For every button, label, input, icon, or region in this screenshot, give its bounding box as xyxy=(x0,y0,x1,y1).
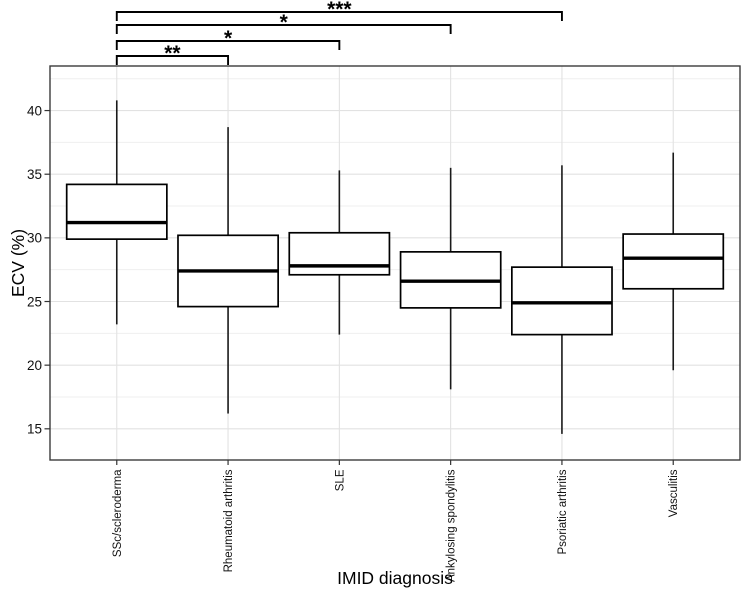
boxplot-ssc-scleroderma xyxy=(65,100,168,325)
significance-bracket-ssc-scleroderma-sle: * xyxy=(115,27,341,50)
box-iqr xyxy=(288,231,391,276)
significance-label: * xyxy=(224,27,233,50)
panel-border xyxy=(49,65,741,461)
bracket-line xyxy=(115,11,563,21)
x-tick-label-ankylosing-spondylitis: Ankylosing spondylitis xyxy=(446,469,458,582)
y-tick-label-15: 15 xyxy=(27,422,42,437)
y-tick-label-30: 30 xyxy=(27,231,42,246)
boxplot-rheumatoid-arthritis xyxy=(177,127,279,414)
boxplot-psoriatic-arthritis xyxy=(511,165,613,434)
x-axis-title: IMID diagnosis xyxy=(337,568,453,588)
bracket-line xyxy=(115,24,452,34)
y-tick-label-40: 40 xyxy=(27,103,42,118)
x-tick-label-psoriatic-arthritis: Psoriatic arthritis xyxy=(557,469,569,554)
y-tick-label-35: 35 xyxy=(27,167,42,182)
box-iqr xyxy=(511,266,613,336)
significance-bracket-ssc-scleroderma-rheumatoid-arthritis: ** xyxy=(115,42,230,65)
bracket-line xyxy=(115,40,341,50)
x-axis: SSc/scleroderma Rheumatoid arthritis SLE An… xyxy=(112,460,680,582)
box-iqr xyxy=(622,233,725,290)
y-tick-label-20: 20 xyxy=(27,358,42,373)
boxplot-sle xyxy=(288,170,391,335)
y-axis: 15 20 25 30 35 40 xyxy=(27,103,50,437)
x-tick-label-vasculitis: Vasculitis xyxy=(668,469,680,517)
boxplot-ankylosing-spondylitis xyxy=(399,167,502,390)
significance-label: *** xyxy=(327,0,352,21)
significance-label: * xyxy=(280,11,289,34)
significance-bracket-ssc-scleroderma-psoriatic-arthritis: *** xyxy=(115,0,563,21)
significance-bracket-ssc-scleroderma-ankylosing-spondylitis: * xyxy=(115,11,452,34)
boxplots xyxy=(65,100,725,434)
x-tick-label-ssc-scleroderma: SSc/scleroderma xyxy=(112,469,124,557)
box-iqr xyxy=(65,183,168,240)
boxplot-vasculitis xyxy=(622,152,725,371)
x-tick-label-sle: SLE xyxy=(334,469,346,491)
significance-label: ** xyxy=(164,42,181,65)
x-tick-label-rheumatoid-arthritis: Rheumatoid arthritis xyxy=(223,469,235,572)
y-axis-title: ECV (%) xyxy=(8,229,28,297)
y-tick-label-25: 25 xyxy=(27,294,42,309)
significance-brackets: ******* xyxy=(115,0,563,65)
bracket-line xyxy=(115,55,230,65)
